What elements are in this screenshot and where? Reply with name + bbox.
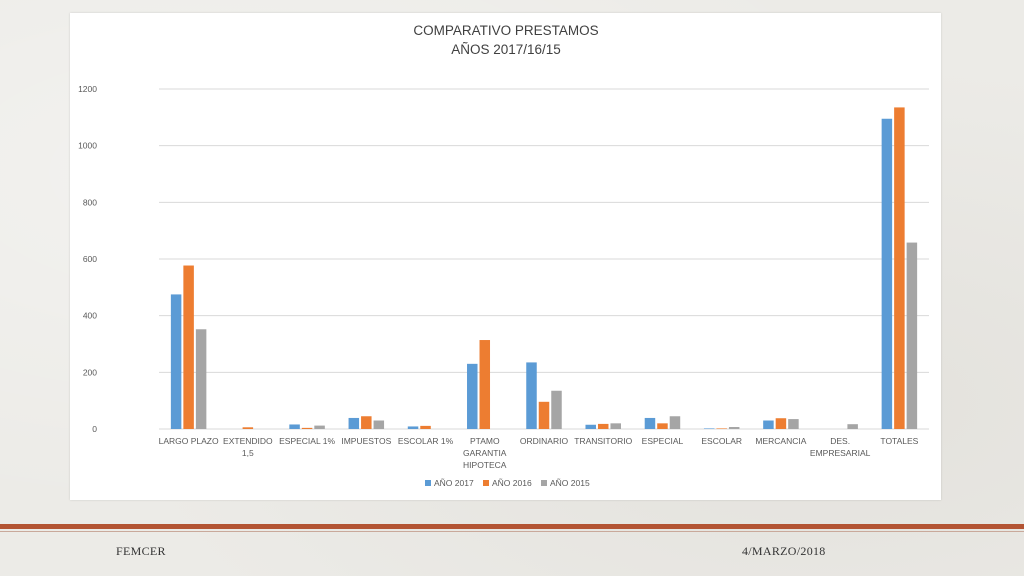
y-tick-label: 200 [83,367,97,377]
x-tick-label: GARANTIA [463,448,507,458]
y-tick-label: 0 [92,424,97,434]
y-tick-label: 400 [83,311,97,321]
bar [479,340,491,429]
x-tick-label: MERCANCIA [755,436,806,446]
x-tick-label: HIPOTECA [463,460,507,470]
bar [881,118,893,429]
chart-area: COMPARATIVO PRESTAMOS AÑOS 2017/16/15 0 200… [70,13,941,500]
y-tick-label: 600 [83,254,97,264]
bar [728,427,740,429]
bar [657,423,668,429]
bar [467,363,478,429]
bar [526,362,537,429]
bar [644,417,656,429]
bar [703,428,715,429]
x-tick-label: 1,5 [242,448,254,458]
bar [348,417,360,429]
bar [763,420,774,429]
footer-organization: FEMCER [116,544,166,558]
x-tick-label: ORDINARIO [520,436,569,446]
bar [597,423,609,429]
x-tick-label: ESPECIAL [642,436,684,446]
x-tick-label: ESPECIAL 1% [279,436,335,446]
x-tick-label: IMPUESTOS [341,436,391,446]
bar [361,416,372,429]
bar [373,420,385,429]
bar [585,424,596,429]
legend-label: AÑO 2017 [434,478,474,488]
bar [170,294,182,429]
x-tick-label: EMPRESARIAL [810,448,871,458]
bar [906,242,918,429]
bar [407,426,419,429]
bar [716,428,727,429]
bar [242,427,254,429]
x-tick-label: TRANSITORIO [574,436,632,446]
x-tick-label: LARGO PLAZO [159,436,219,446]
chart-title-line: COMPARATIVO PRESTAMOS [413,23,598,38]
bar [610,423,621,429]
footer-date: 4/MARZO/2018 [742,544,826,558]
bar [551,390,562,429]
bar [301,427,313,429]
x-tick-label: PTAMO [470,436,500,446]
bar [183,265,194,429]
legend-swatch [541,480,547,486]
x-tick-label: DES. [830,436,850,446]
bar [894,107,905,430]
legend-label: AÑO 2016 [492,478,532,488]
bar [669,416,681,429]
bar [195,329,207,429]
bar [538,401,550,429]
footer-divider [0,531,1024,532]
bar [314,425,325,429]
x-tick-label: TOTALES [880,436,918,446]
bar-chart: COMPARATIVO PRESTAMOS AÑOS 2017/16/15 0 200… [78,23,929,488]
x-tick-label: ESCOLAR 1% [398,436,454,446]
footer-accent-bar [0,524,1024,529]
y-tick-label: 800 [83,197,97,207]
legend-label: AÑO 2015 [550,478,590,488]
bar [788,419,799,429]
y-tick-label: 1200 [78,84,97,94]
legend-swatch [483,480,489,486]
legend-swatch [425,480,431,486]
y-tick-label: 1000 [78,141,97,151]
chart-title-line: AÑOS 2017/16/15 [451,42,561,57]
x-tick-label: ESCOLAR [701,436,742,446]
bar [420,425,431,429]
bar [847,424,858,429]
x-tick-label: EXTENDIDO [223,436,273,446]
bar [775,418,787,429]
bar [289,424,300,429]
